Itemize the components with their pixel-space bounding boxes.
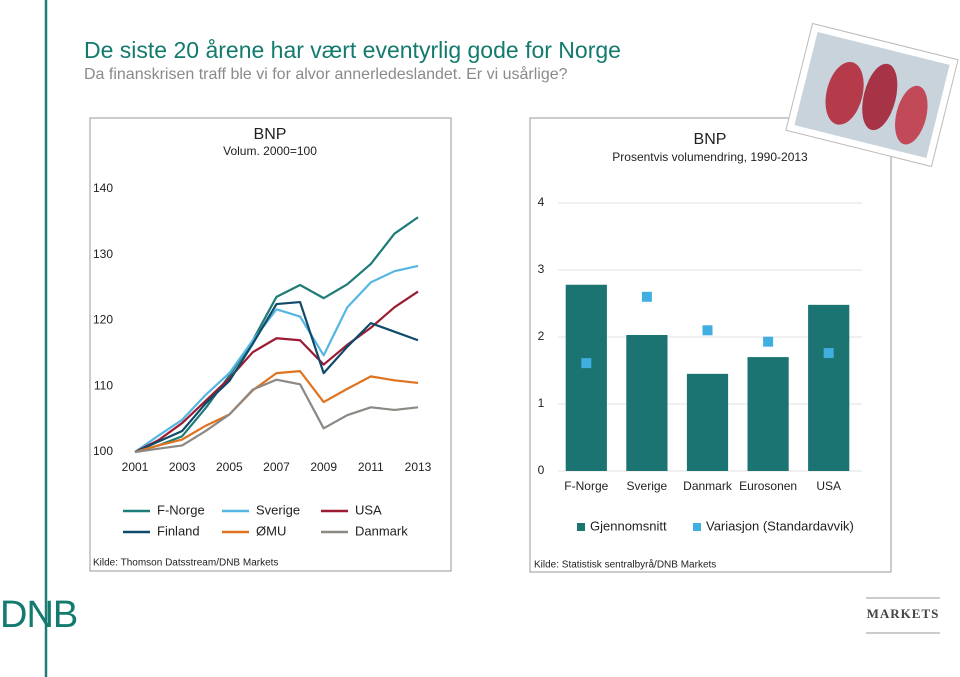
x-tick-label: USA xyxy=(816,479,841,493)
legend-label: Danmark xyxy=(355,523,408,538)
point xyxy=(823,348,834,359)
bar xyxy=(626,334,668,471)
legend-label: Sverige xyxy=(256,502,300,517)
slide-subtitle: Da finanskrisen traff ble vi for alvor a… xyxy=(84,65,568,83)
legend-swatch xyxy=(693,523,701,531)
photo-figure xyxy=(825,61,864,125)
series-line xyxy=(134,370,419,454)
x-tick-label: 2007 xyxy=(263,460,290,474)
chart-source: Kilde: Statistisk sentralbyrå/DNB Market… xyxy=(534,559,716,571)
y-tick-label: 4 xyxy=(538,195,545,209)
legend-label: Gjennomsnitt xyxy=(590,518,667,533)
bar xyxy=(686,373,729,471)
y-tick-label: 120 xyxy=(93,313,113,327)
series-line xyxy=(134,300,419,454)
x-tick-label: 2003 xyxy=(169,460,196,474)
point xyxy=(581,358,592,369)
right-panel xyxy=(529,117,892,573)
y-tick-label: 140 xyxy=(93,181,113,195)
bar xyxy=(565,284,607,471)
slide-title: De siste 20 årene har vært eventyrlig go… xyxy=(84,37,621,63)
y-tick-label: 100 xyxy=(93,444,113,458)
legend-label: Finland xyxy=(157,523,200,538)
photo xyxy=(785,22,959,168)
unit-logo: MARKETS xyxy=(867,606,940,621)
x-tick-label: 2013 xyxy=(405,460,432,474)
legend-label: Variasjon (Standardavvik) xyxy=(706,518,854,533)
legend-swatch xyxy=(577,523,585,531)
photo-figure xyxy=(862,63,898,131)
y-tick-label: 1 xyxy=(538,396,545,410)
x-tick-label: 2009 xyxy=(310,460,337,474)
y-tick-label: 2 xyxy=(538,329,545,343)
chart-source: Kilde: Thomson Datsstream/DNB Markets xyxy=(93,558,278,569)
chart-subtitle: Prosentvis volumendring, 1990-2013 xyxy=(612,150,808,164)
photo-figure xyxy=(895,85,928,145)
legend-label: USA xyxy=(355,502,382,517)
y-tick-label: 0 xyxy=(538,463,545,477)
series-line xyxy=(134,264,419,453)
series-line xyxy=(134,378,419,454)
series-line xyxy=(134,216,419,454)
x-tick-label: Danmark xyxy=(683,479,733,493)
point xyxy=(763,336,774,347)
y-tick-label: 110 xyxy=(94,378,113,392)
y-tick-label: 3 xyxy=(538,262,545,276)
point xyxy=(702,325,713,336)
chart-title: BNP xyxy=(694,131,727,148)
legend-label: ØMU xyxy=(256,523,286,538)
bar xyxy=(808,304,850,471)
left-panel xyxy=(89,117,452,572)
chart-subtitle: Volum. 2000=100 xyxy=(223,144,317,158)
brand-logo: DNB xyxy=(0,594,77,636)
x-tick-label: 2005 xyxy=(216,460,243,474)
legend-label: F-Norge xyxy=(157,502,205,517)
x-tick-label: Sverige xyxy=(627,479,668,493)
x-tick-label: Eurosonen xyxy=(739,479,797,493)
point xyxy=(641,291,652,302)
x-tick-label: F-Norge xyxy=(564,479,608,493)
y-tick-label: 130 xyxy=(93,247,113,261)
chart-title: BNP xyxy=(254,126,287,143)
x-tick-label: 2001 xyxy=(122,460,149,474)
x-tick-label: 2011 xyxy=(358,460,384,474)
series-line xyxy=(134,290,419,453)
bar xyxy=(747,357,789,471)
